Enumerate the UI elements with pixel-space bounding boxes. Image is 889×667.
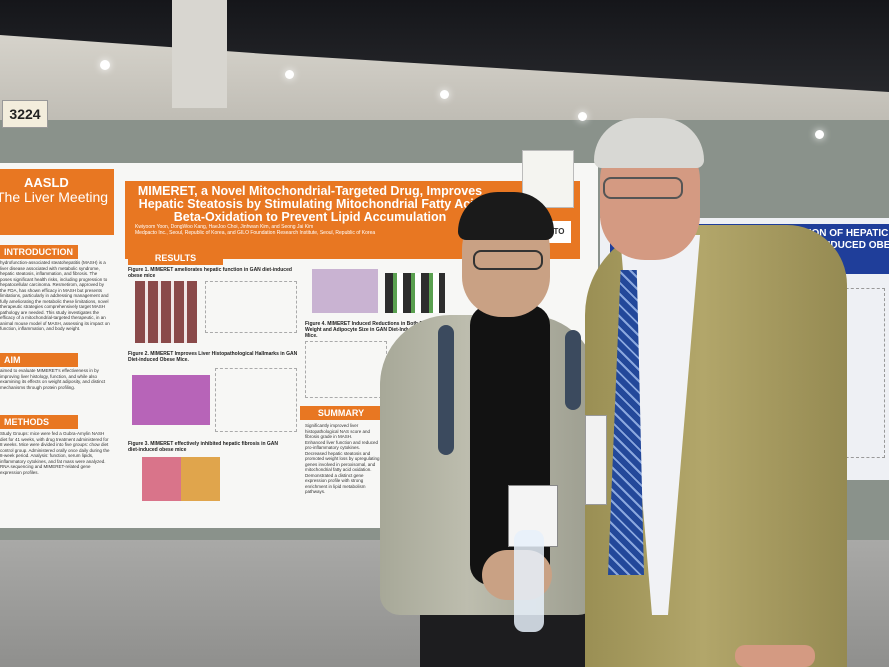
figure-image <box>215 368 297 432</box>
figure-image <box>205 281 297 333</box>
light <box>440 90 449 99</box>
summary-point: Demonstrated a distinct gene expression … <box>305 472 366 495</box>
figure-caption: Figure 4. MIMERET Induced Reductions in … <box>305 321 436 339</box>
authors: Kwiyoom Yoon, DongWoo Kang, HaeJoo Choi,… <box>135 224 314 230</box>
section-header: SUMMARY <box>300 406 382 420</box>
name-badge <box>585 415 607 505</box>
light <box>100 60 110 70</box>
figure-image <box>135 281 197 343</box>
summary-list: Significantly improved liver histopathol… <box>305 423 385 495</box>
methods-text: Study Groups: mice were fed a Gubra-Amyl… <box>0 431 110 475</box>
light <box>285 70 294 79</box>
hand <box>735 645 815 667</box>
hair <box>458 192 554 240</box>
summary-point: Significantly improved liver histopathol… <box>305 423 371 439</box>
logo: AASLD The Liver Meeting <box>0 169 114 235</box>
glasses <box>473 250 543 270</box>
glasses <box>603 177 683 199</box>
figure-image <box>142 457 220 501</box>
introduction-text: hydrofunction-associated steatohepatitis… <box>0 260 110 331</box>
figure-image <box>385 273 445 313</box>
light <box>815 130 824 139</box>
backpack-strap <box>438 325 454 455</box>
figure-image <box>132 375 210 425</box>
figure-caption: Figure 1. MIMERET ameliorates hepatic fu… <box>128 267 292 279</box>
figure-caption: Figure 3. MIMERET effectively inhibited … <box>128 441 279 453</box>
affiliations: Medpacto Inc., Seoul, Republic of Korea,… <box>135 230 376 236</box>
figure-image <box>305 341 387 398</box>
section-header: AIM <box>0 353 78 367</box>
section-header: INTRODUCTION <box>0 245 78 259</box>
hair <box>594 118 704 168</box>
backpack-strap <box>565 330 581 410</box>
column <box>172 0 227 108</box>
water-bottle <box>514 530 544 632</box>
logo-meeting: The Liver Meeting <box>0 189 109 205</box>
light <box>578 112 587 121</box>
logo-org: AASLD <box>24 175 69 190</box>
section-header: METHODS <box>0 415 78 429</box>
section-header: RESULTS <box>128 251 223 265</box>
aim-text: aimed to evaluate MIMERET's effectivenes… <box>0 368 106 390</box>
summary-point: Decreased hepatic steatosis and promoted… <box>305 450 380 473</box>
figure-caption: Figure 2. MIMERET Improves Liver Histopa… <box>128 351 298 363</box>
figure-image <box>312 269 378 313</box>
booth-number: 3224 <box>2 100 48 128</box>
summary-point: Enhanced liver function and reduced pro-… <box>305 439 379 451</box>
poster-title: MIMERET, a Novel Mitochondrial-Targeted … <box>137 184 483 224</box>
